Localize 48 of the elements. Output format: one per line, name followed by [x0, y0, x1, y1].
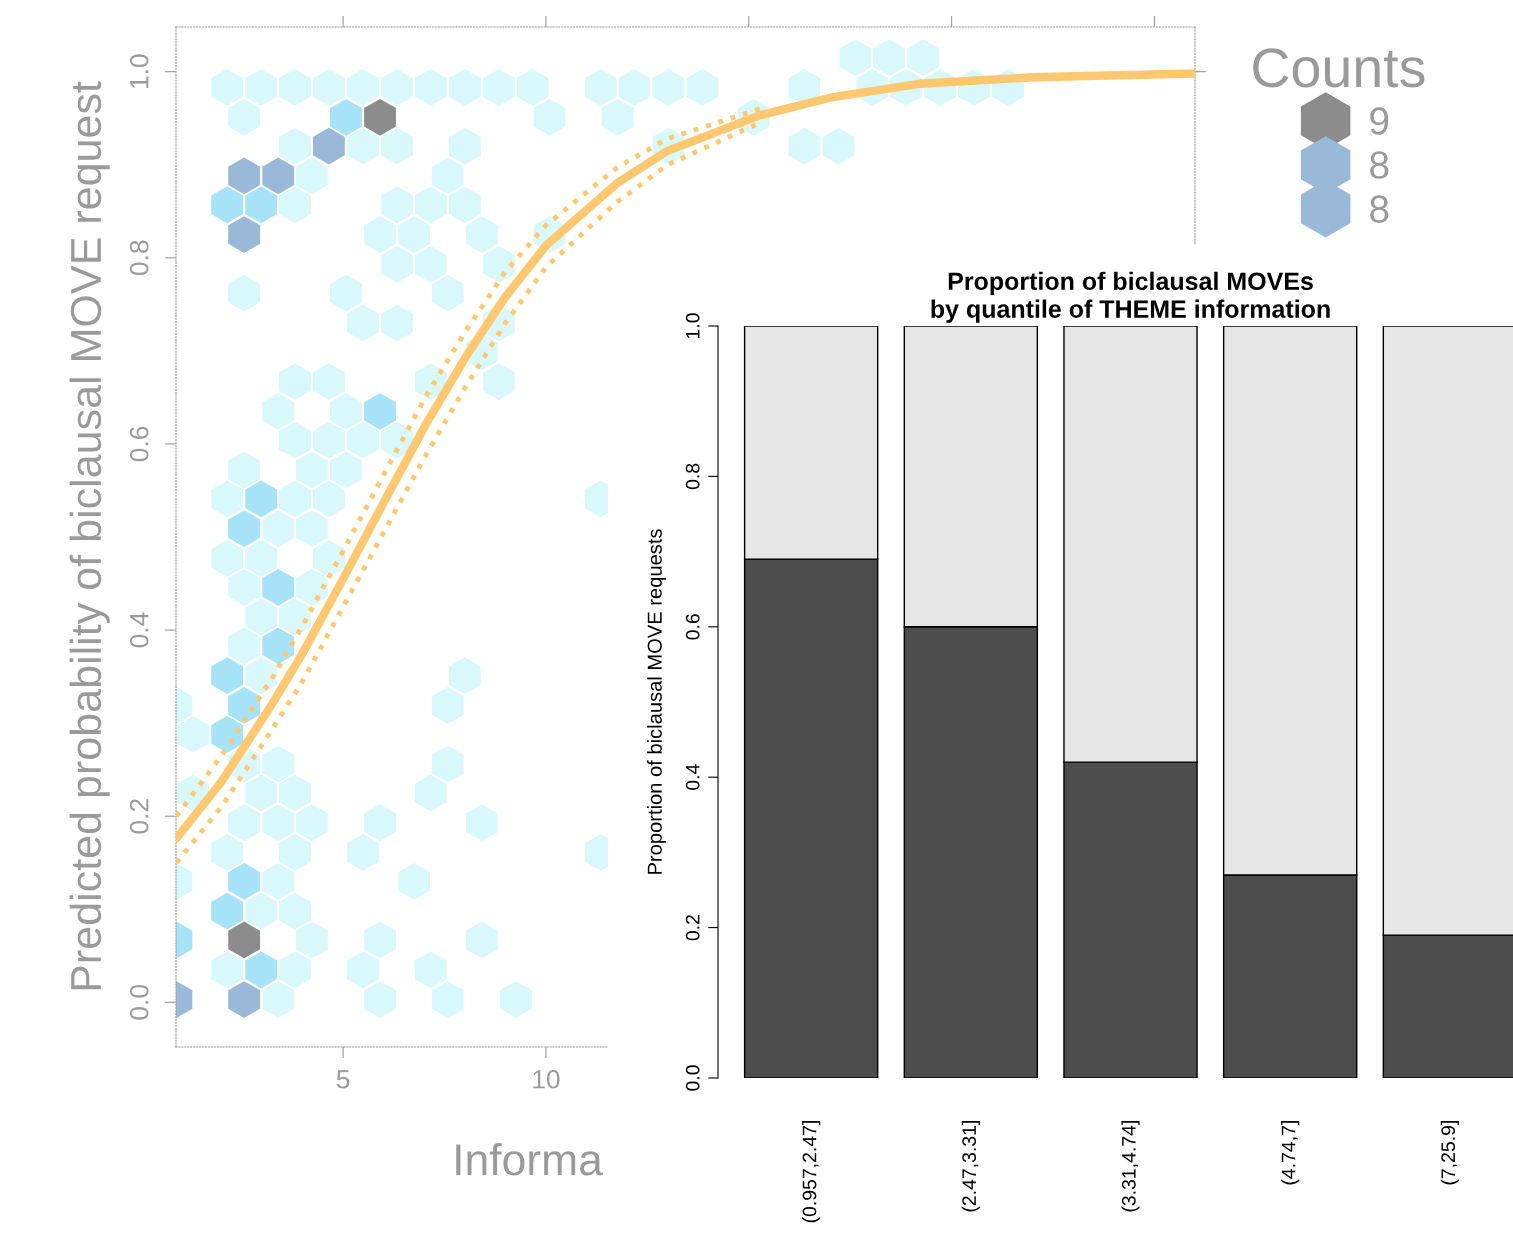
point: [228, 510, 261, 547]
point: [245, 951, 278, 989]
x-tick-label: (4.74,7]: [1281, 1121, 1300, 1185]
y-tick-label: 0.6: [685, 614, 700, 640]
y-tick-label: 0.8: [685, 463, 700, 490]
point: [228, 216, 261, 253]
legend-title: Counts: [1253, 48, 1425, 88]
point: [211, 892, 244, 930]
legend-label: 8: [1370, 195, 1389, 223]
point: [211, 715, 244, 753]
point: [211, 657, 244, 695]
y-tick-label: 1.0: [129, 54, 149, 88]
y-tick-label: 0.2: [129, 799, 149, 834]
x-tick-label: 10: [533, 1069, 560, 1089]
y-tick-label: 0.2: [685, 915, 700, 941]
legend-label: 9: [1370, 107, 1389, 135]
x-tick-label: (0.957,2.47]: [802, 1121, 821, 1223]
point: [228, 921, 261, 959]
y-tick-label: 0.4: [685, 764, 700, 790]
point: [364, 392, 396, 430]
point: [245, 186, 278, 224]
point: [228, 687, 261, 724]
point: [228, 981, 261, 1018]
point: [364, 98, 396, 136]
point: [228, 157, 261, 195]
x-tick-label: (7,25.9]: [1440, 1121, 1459, 1185]
chart-title: Proportion of biclausal MOVEs by quantile of THEME information: [931, 271, 1330, 323]
y-tick-label: 0.0: [685, 1065, 700, 1091]
point: [262, 627, 295, 665]
y-tick-label: 1.0: [685, 313, 700, 339]
point: [262, 568, 295, 606]
point: [228, 862, 261, 900]
point: [330, 98, 362, 136]
point: [211, 186, 244, 224]
y-tick-label: 0.4: [129, 612, 149, 648]
point: [313, 127, 345, 165]
point: [245, 480, 278, 518]
y-tick-label: 0.8: [129, 240, 149, 276]
x-tick-label: (3.31,4.74]: [1121, 1121, 1140, 1212]
point: [262, 157, 295, 195]
y-axis-title: Predicted probability of biclausal MOVE request: [69, 81, 110, 990]
legend-label: 8: [1370, 151, 1389, 179]
x-tick-label: (2.47,3.31]: [961, 1121, 980, 1212]
x-tick-label: 5: [336, 1070, 350, 1089]
y-tick-label: 0.0: [129, 985, 149, 1020]
y-axis-title: Proportion of biclausal MOVE requests: [647, 529, 666, 874]
y-tick-label: 0.6: [129, 426, 149, 462]
x-axis-title: Informa: [456, 1142, 603, 1176]
